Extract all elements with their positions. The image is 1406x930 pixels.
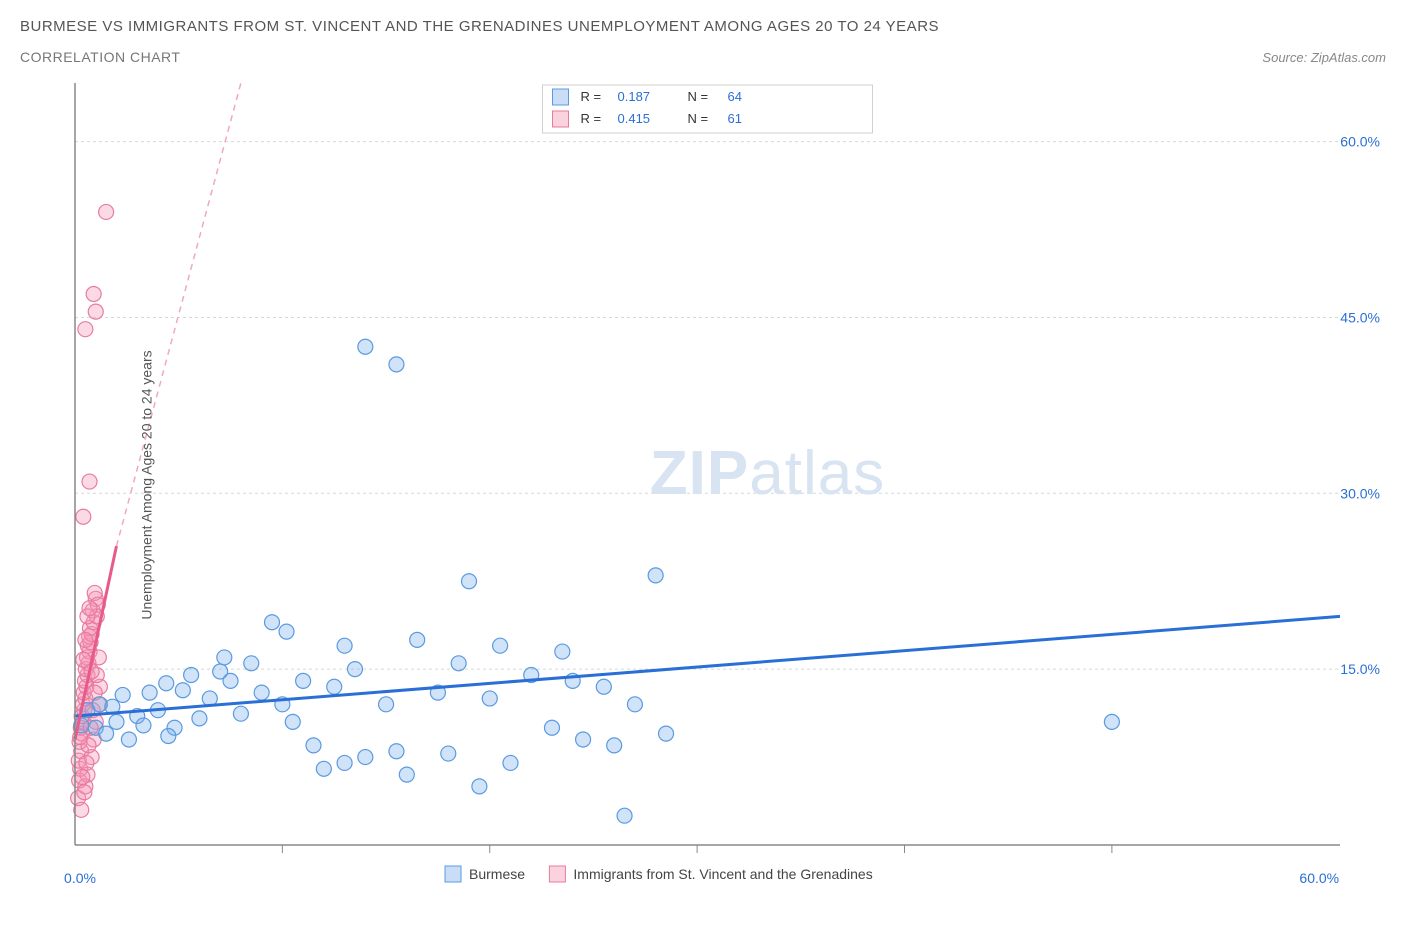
data-point-pink (76, 652, 91, 667)
data-point-blue (648, 568, 663, 583)
data-point-pink (76, 509, 91, 524)
data-point-blue (462, 574, 477, 589)
data-point-blue (399, 767, 414, 782)
data-point-pink (74, 802, 89, 817)
chart-title: BURMESE VS IMMIGRANTS FROM ST. VINCENT A… (20, 18, 1386, 35)
legend-bottom: Burmese Immigrants from St. Vincent and t… (445, 866, 873, 882)
data-point-blue (99, 726, 114, 741)
data-point-blue (159, 676, 174, 691)
legend-n-label: N = (688, 111, 709, 126)
legend-swatch (445, 866, 461, 882)
data-point-pink (82, 474, 97, 489)
legend-swatch (553, 111, 569, 127)
source-name: ZipAtlas.com (1311, 50, 1386, 65)
data-point-blue (136, 718, 151, 733)
y-tick-label: 45.0% (1340, 309, 1380, 325)
legend-series-label: Immigrants from St. Vincent and the Gren… (573, 866, 872, 882)
data-point-blue (441, 746, 456, 761)
data-point-blue (244, 656, 259, 671)
data-point-blue (316, 761, 331, 776)
data-point-pink (86, 287, 101, 302)
x-tick-label: 0.0% (64, 870, 96, 886)
legend-r-label: R = (581, 111, 602, 126)
data-point-blue (389, 357, 404, 372)
data-point-blue (451, 656, 466, 671)
data-point-blue (617, 808, 632, 823)
data-point-pink (99, 204, 114, 219)
data-point-blue (327, 679, 342, 694)
data-point-pink (79, 755, 94, 770)
legend-r-label: R = (581, 89, 602, 104)
data-point-blue (627, 697, 642, 712)
data-point-pink (75, 770, 90, 785)
data-point-blue (596, 679, 611, 694)
legend-n-label: N = (688, 89, 709, 104)
subtitle-row: CORRELATION CHART Source: ZipAtlas.com (20, 49, 1386, 65)
data-point-blue (254, 685, 269, 700)
legend-r-value: 0.187 (618, 89, 651, 104)
data-point-blue (493, 638, 508, 653)
data-point-blue (175, 683, 190, 698)
data-point-blue (410, 632, 425, 647)
data-point-blue (358, 750, 373, 765)
data-point-blue (389, 744, 404, 759)
data-point-blue (192, 711, 207, 726)
data-point-blue (306, 738, 321, 753)
data-point-blue (109, 714, 124, 729)
data-point-blue (472, 779, 487, 794)
data-point-pink (78, 632, 93, 647)
data-point-blue (347, 662, 362, 677)
data-point-blue (161, 728, 176, 743)
data-point-blue (184, 668, 199, 683)
trend-line-blue (75, 616, 1340, 716)
data-point-blue (544, 720, 559, 735)
y-tick-label: 30.0% (1340, 485, 1380, 501)
data-point-blue (337, 638, 352, 653)
data-point-blue (576, 732, 591, 747)
chart-subtitle: CORRELATION CHART (20, 49, 180, 65)
data-point-blue (265, 615, 280, 630)
data-point-blue (482, 691, 497, 706)
legend-swatch (553, 89, 569, 105)
data-point-pink (88, 304, 103, 319)
data-point-blue (1104, 714, 1119, 729)
chart-container: Unemployment Among Ages 20 to 24 years 1… (20, 75, 1386, 895)
x-tick-label: 60.0% (1299, 870, 1339, 886)
source-attribution: Source: ZipAtlas.com (1262, 50, 1386, 65)
legend-n-value: 64 (728, 89, 742, 104)
data-point-blue (379, 697, 394, 712)
y-tick-label: 15.0% (1340, 661, 1380, 677)
legend-series-label: Burmese (469, 866, 525, 882)
data-point-blue (115, 687, 130, 702)
legend-r-value: 0.415 (618, 111, 651, 126)
legend-swatch (549, 866, 565, 882)
data-point-blue (503, 755, 518, 770)
y-axis-label: Unemployment Among Ages 20 to 24 years (139, 350, 155, 619)
watermark: ZIPatlas (650, 439, 885, 508)
data-point-blue (555, 644, 570, 659)
data-point-blue (279, 624, 294, 639)
data-point-blue (217, 650, 232, 665)
source-label: Source: (1262, 50, 1307, 65)
data-point-blue (233, 706, 248, 721)
data-point-blue (607, 738, 622, 753)
scatter-chart: 15.0% 30.0% 45.0% 60.0% ZIPatlas 0.0% 60.0% R =… (20, 75, 1386, 895)
data-point-blue (285, 714, 300, 729)
data-point-blue (337, 755, 352, 770)
data-point-pink (77, 785, 92, 800)
data-point-pink (78, 322, 93, 337)
data-point-blue (121, 732, 136, 747)
data-point-blue (223, 673, 238, 688)
legend-n-value: 61 (728, 111, 742, 126)
trend-line-pink-extrapolated (116, 83, 240, 546)
data-point-blue (358, 339, 373, 354)
data-point-blue (659, 726, 674, 741)
data-point-blue (296, 673, 311, 688)
data-point-pink (82, 601, 97, 616)
y-tick-label: 60.0% (1340, 134, 1380, 150)
data-point-blue (142, 685, 157, 700)
